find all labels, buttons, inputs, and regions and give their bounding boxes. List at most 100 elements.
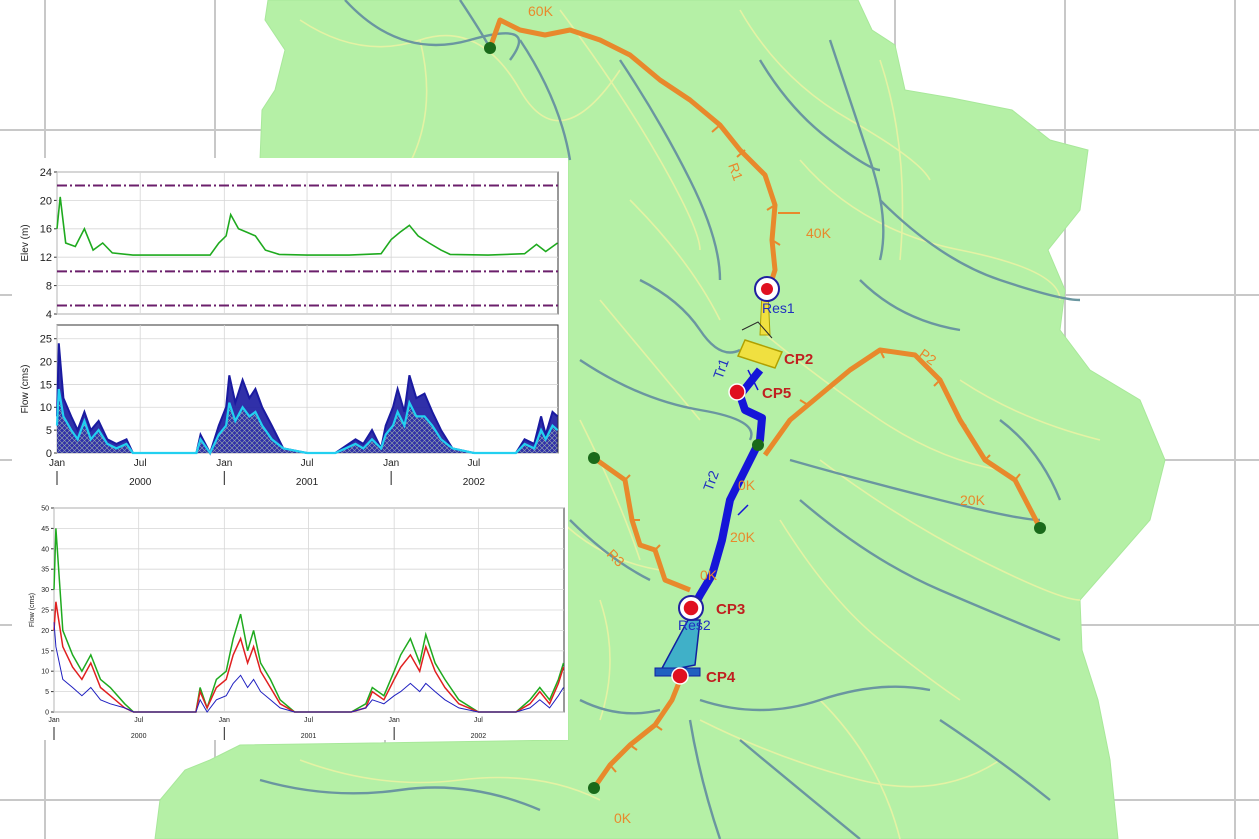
flow1-ytick-label: 25: [40, 334, 52, 346]
diversion-label: Tr1: [710, 356, 732, 381]
subbasin-boundary: [599, 599, 611, 721]
subbasin-boundary: [739, 9, 931, 181]
elev-ytick-label: 4: [46, 309, 52, 321]
flow2-ytick-label: 30: [41, 587, 49, 594]
flow2-year-label: 2001: [301, 733, 317, 740]
flow1-xtick-label: Jan: [216, 458, 232, 469]
reservoir-res1-outline: [741, 321, 773, 339]
control-point-label: CP4: [706, 669, 736, 686]
elev-plot: 24 20 16 12 8 4 Elev (m): [20, 167, 559, 321]
reach-tick: [736, 149, 746, 158]
stream-segment: [344, 0, 521, 61]
stream-segment: [579, 359, 753, 441]
stream-segment: [939, 719, 1051, 801]
flow1-xtick-label: Jul: [301, 458, 314, 469]
elev-ytick-label: 16: [40, 224, 52, 236]
reach-tick: [984, 454, 991, 461]
station-label: 40K: [806, 225, 832, 241]
reach-tick: [654, 544, 661, 551]
junction-node[interactable]: [588, 452, 600, 464]
stream-segment: [699, 685, 931, 712]
subbasin-boundary: [599, 299, 701, 421]
flow2-ytick-label: 5: [45, 689, 49, 696]
flow1-xtick-label: Jan: [49, 458, 65, 469]
stream-segment: [859, 279, 961, 332]
junction-node[interactable]: [1034, 522, 1046, 534]
flow2-ytick-label: 40: [41, 546, 49, 553]
subbasin-boundary: [699, 719, 1001, 788]
stream-segment: [688, 719, 722, 839]
reach-tick: [654, 724, 663, 731]
flow2-ytick-label: 45: [41, 526, 49, 533]
stream-segment: [799, 499, 1061, 642]
subbasin-boundary: [819, 459, 1081, 601]
flow1-year-label: 2001: [296, 477, 319, 488]
stream-segment: [789, 458, 1041, 522]
reach-tick: [799, 399, 809, 406]
flow1-xtick-label: Jan: [383, 458, 399, 469]
reach-tick: [711, 124, 721, 133]
reservoir-res1-dam: [736, 339, 784, 369]
stream-segment: [758, 59, 881, 172]
elev-ytick-label: 24: [40, 167, 52, 179]
flow2-ylabel: Flow (cms): [29, 593, 36, 627]
junction-node[interactable]: [484, 42, 496, 54]
structure-layer[interactable]: [484, 42, 1046, 794]
station-label: 0K: [614, 810, 632, 826]
stream-segment: [259, 778, 541, 812]
flow1-xtick-label: Jul: [467, 458, 480, 469]
reach-tick: [629, 744, 638, 751]
subbasin-boundary: [579, 419, 641, 561]
reach-layer[interactable]: [487, 17, 1043, 790]
reach-tick: [771, 239, 781, 246]
stream-segment: [579, 698, 661, 715]
station-label: 0K: [738, 477, 756, 493]
diversion-label: Tr2: [700, 468, 722, 493]
reservoir-chart-panel: 24 20 16 12 8 4 Elev (m) 25 20 15 10 5 0 Jan Jul Jan Jul…: [12, 158, 568, 503]
flow1-series-line: [55, 388, 559, 456]
junction-node[interactable]: [752, 439, 764, 451]
flow2-xtick-label: Jan: [219, 717, 230, 724]
reach-tick: [609, 764, 617, 773]
subbasin-boundary: [819, 699, 901, 839]
reach-r1[interactable]: [487, 17, 778, 293]
flow1-ytick-label: 15: [40, 379, 52, 391]
flow1-year-label: 2000: [129, 477, 152, 488]
stream-segment: [639, 278, 741, 354]
flow1-series-line: [56, 343, 559, 456]
stream-segment: [519, 39, 572, 161]
flow2-ytick-label: 50: [41, 505, 49, 512]
control-point-label: CP5: [762, 385, 791, 402]
control-point-cp3[interactable]: [682, 599, 700, 617]
flow1-ylabel: Flow (cms): [20, 365, 31, 414]
control-point-label: CP2: [784, 351, 813, 368]
elev-frame: [56, 171, 559, 315]
reach-tick: [879, 349, 885, 359]
reach-r2[interactable]: [762, 347, 1043, 530]
stream-segment: [569, 519, 651, 582]
junction-node[interactable]: [588, 782, 600, 794]
elev-ytick-label: 12: [40, 252, 52, 264]
reach-tick: [933, 379, 941, 387]
control-point-cp5[interactable]: [728, 383, 746, 401]
flow2-xtick-label: Jul: [474, 717, 483, 724]
reach-tick: [624, 474, 631, 481]
flow2-xtick-label: Jan: [48, 717, 59, 724]
reach-label-r1: R1: [725, 161, 746, 183]
subbasin-boundary: [759, 329, 1001, 471]
flow2-ytick-label: 0: [45, 709, 49, 716]
reach-lower[interactable]: [591, 679, 683, 790]
flow1-xtick-label: Jul: [134, 458, 147, 469]
elev-ylabel: Elev (m): [20, 224, 31, 261]
reservoir-label: Res2: [678, 617, 711, 633]
flow2-xtick-label: Jan: [389, 717, 400, 724]
station-label: 0K: [700, 567, 718, 583]
control-point-cp4[interactable]: [671, 667, 689, 685]
stream-segment: [828, 39, 885, 261]
